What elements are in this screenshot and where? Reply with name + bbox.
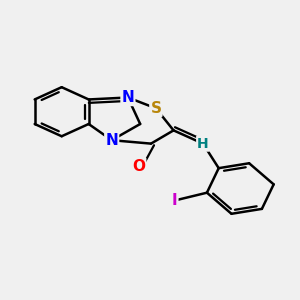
Text: O: O <box>132 159 145 174</box>
Text: H: H <box>197 136 209 151</box>
Text: I: I <box>172 193 177 208</box>
Text: S: S <box>150 101 161 116</box>
Text: N: N <box>105 133 118 148</box>
Text: N: N <box>122 90 134 105</box>
